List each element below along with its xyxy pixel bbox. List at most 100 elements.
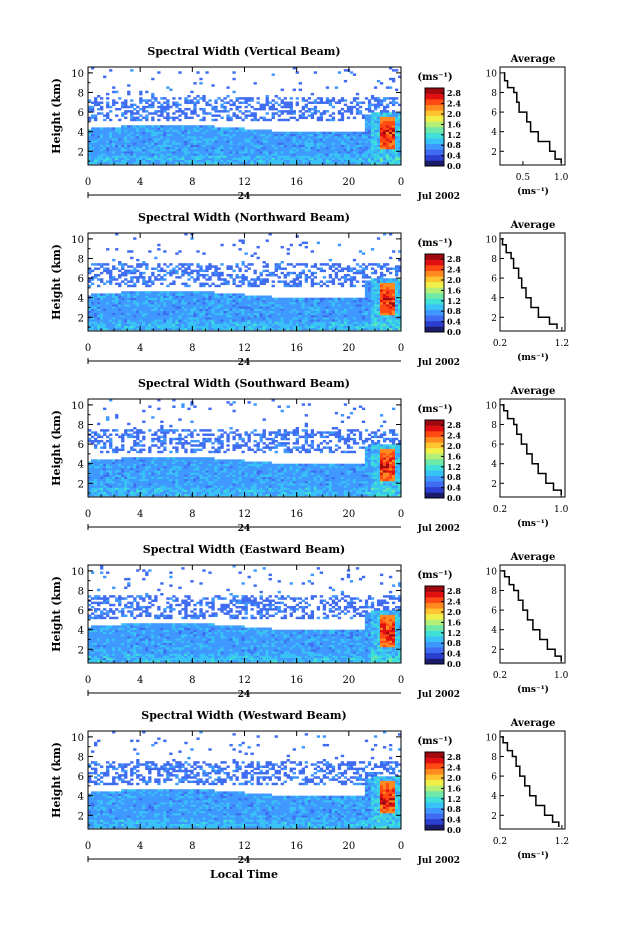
heatmap-cell [352,308,357,311]
heatmap-cell [145,321,149,324]
heatmap-cell [247,142,251,145]
heatmap-cell [328,157,333,161]
heatmap-cell [370,321,375,324]
heatmap-cell [295,321,299,324]
heatmap-cell [100,148,104,152]
heatmap-cell [349,135,354,139]
heatmap-cell [316,133,321,137]
heatmap-cell [295,323,299,327]
heatmap-cell [163,142,167,145]
heatmap-cell [175,327,179,331]
heatmap-cell [388,151,393,154]
heatmap-cell [130,276,134,279]
heatmap-cell [229,146,233,150]
heatmap-cell [163,323,167,327]
heatmap-cell [166,161,170,165]
heatmap-cell [184,161,188,165]
heatmap-cell [109,69,113,72]
heatmap-cell [112,129,116,132]
heatmap-cell [157,323,161,327]
heatmap-cell [367,312,372,316]
heatmap-cell [295,142,299,145]
heatmap-cell [148,153,152,156]
heatmap-cell [145,327,149,331]
heatmap-cell [97,314,101,318]
heatmap-cell [391,110,396,113]
heatmap-cell [265,304,269,307]
heatmap-cell [181,325,185,329]
heatmap-cell [388,319,393,322]
heatmap-cell [106,127,110,130]
heatmap-cell [88,107,92,111]
heatmap-cell [136,278,140,281]
heatmap-cell [283,138,287,141]
heatmap-cell [208,319,212,322]
heatmap-cell [112,146,116,150]
heatmap-cell [136,142,140,145]
heatmap-cell [325,308,330,311]
heatmap-cell [151,304,155,307]
heatmap-cell [310,301,315,305]
heatmap-cell [136,276,140,279]
heatmap-cell [148,131,152,135]
heatmap-cell [169,125,173,128]
heatmap-cell [241,280,245,283]
heatmap-cell [178,140,182,143]
heatmap-cell [145,299,149,303]
heatmap-cell [256,142,260,145]
heatmap-cell [97,306,101,309]
heatmap-cell [328,321,333,324]
heatmap-cell [115,327,119,331]
heatmap-cell [391,148,396,152]
heatmap-cell [244,142,248,145]
heatmap-cell [94,116,98,120]
heatmap-cell [340,97,345,100]
heatmap-cell [322,101,327,104]
heatmap-cell [208,161,212,165]
heatmap-cell [112,90,116,94]
heatmap-cell [166,325,170,329]
heatmap-cell [169,271,173,275]
heatmap-cell [217,138,221,141]
heatmap-cell [91,146,95,150]
heatmap-cell [202,95,206,98]
heatmap-cell [193,133,197,137]
heatmap-cell [280,88,284,92]
heatmap-cell [352,323,357,327]
heatmap-cell [283,327,287,331]
heatmap-cell [217,271,221,275]
heatmap-cell [331,159,336,163]
heatmap-cell [247,138,251,141]
heatmap-cell [145,297,149,301]
heatmap-cell [397,118,402,122]
heatmap-cell [106,280,110,283]
heatmap-cell [199,265,203,268]
heatmap-cell [304,297,308,301]
heatmap-cell [124,299,128,303]
heatmap-cell [244,308,248,311]
heatmap-cell [190,297,194,301]
heatmap-cell [226,304,230,307]
heatmap-cell [256,306,260,309]
heatmap-cell [88,271,92,275]
heatmap-cell [160,110,164,113]
heatmap-cell [202,293,206,296]
heatmap-cell [349,146,354,150]
heatmap-cell [184,107,188,111]
heatmap-cell [229,297,233,301]
heatmap-cell [280,155,284,158]
heatmap-cell [259,153,263,156]
heatmap-cell [130,105,134,109]
heatmap-cell [226,301,230,305]
heatmap-cell [145,125,149,128]
heatmap-cell [373,299,378,303]
heatmap-cell [214,133,218,137]
heatmap-cell [298,263,302,266]
heatmap-cell [199,267,203,270]
heatmap-cell [382,142,387,145]
heatmap-cell [151,282,155,286]
heatmap-cell [376,97,381,100]
heatmap-cell [226,321,230,324]
heatmap-cell [346,157,351,161]
heatmap-cell [382,314,387,318]
